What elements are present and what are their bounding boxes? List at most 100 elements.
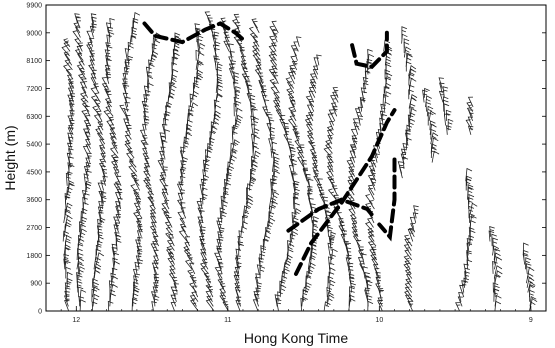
wind-barb bbox=[326, 130, 333, 140]
wind-barb bbox=[269, 78, 278, 89]
wind-barb bbox=[381, 113, 388, 126]
wind-barb bbox=[266, 220, 274, 233]
wind-barb bbox=[248, 176, 257, 186]
wind-barb bbox=[249, 94, 256, 108]
wind-barb bbox=[316, 54, 322, 66]
wind-barb bbox=[89, 59, 95, 71]
wind-barb bbox=[164, 221, 173, 233]
wind-barb bbox=[274, 97, 281, 108]
wind-barb bbox=[64, 287, 71, 298]
wind-barb bbox=[348, 170, 355, 182]
wind-barb bbox=[427, 112, 434, 126]
wind-barb bbox=[279, 280, 286, 293]
wind-barb bbox=[172, 48, 179, 61]
wind-barb bbox=[132, 268, 139, 279]
wind-barb bbox=[88, 37, 95, 47]
wind-barb bbox=[366, 280, 373, 293]
wind-barb bbox=[413, 205, 419, 219]
wind-barb bbox=[84, 192, 90, 205]
wind-barb bbox=[68, 148, 74, 159]
wind-barb bbox=[438, 77, 444, 89]
wind-barb bbox=[217, 217, 223, 228]
y-tick-label: 0 bbox=[38, 309, 42, 316]
wind-barb bbox=[352, 235, 361, 247]
wind-barb bbox=[151, 231, 158, 242]
wind-barb bbox=[287, 240, 293, 251]
wind-barb bbox=[270, 86, 280, 98]
wind-barb bbox=[412, 212, 419, 223]
wind-barb bbox=[405, 273, 412, 284]
wind-barb bbox=[325, 139, 333, 149]
wind-barb bbox=[292, 196, 299, 210]
wind-barb bbox=[345, 242, 351, 256]
wind-barb bbox=[82, 196, 88, 210]
wind-barb bbox=[78, 221, 85, 233]
wind-barb bbox=[307, 112, 314, 122]
wind-barb bbox=[86, 170, 92, 182]
wind-barb bbox=[469, 214, 477, 228]
wind-barb bbox=[107, 26, 114, 38]
wind-barb bbox=[151, 301, 157, 312]
wind-barb bbox=[143, 115, 150, 126]
wind-barb bbox=[222, 192, 229, 205]
wind-barb bbox=[289, 64, 297, 75]
wind-barb bbox=[308, 101, 315, 112]
wind-barb bbox=[81, 110, 90, 122]
wind-barb bbox=[340, 234, 347, 247]
wind-barb bbox=[260, 85, 267, 98]
wind-barb bbox=[179, 217, 187, 228]
wind-barb bbox=[493, 265, 503, 279]
wind-barb bbox=[466, 250, 472, 261]
wind-barb bbox=[302, 169, 308, 182]
wind-barb bbox=[231, 148, 238, 159]
wind-barb bbox=[229, 51, 235, 61]
wind-barb bbox=[525, 263, 532, 274]
wind-barb bbox=[136, 230, 143, 242]
wind-barb bbox=[279, 115, 286, 126]
wind-barb bbox=[249, 32, 258, 43]
wind-barb bbox=[259, 253, 265, 265]
wind-barb bbox=[90, 87, 99, 98]
wind-barb bbox=[104, 64, 111, 75]
wind-barb bbox=[112, 260, 120, 274]
wind-barb bbox=[467, 184, 474, 196]
wind-barb bbox=[292, 182, 299, 196]
wind-barb bbox=[346, 189, 355, 200]
wind-barb bbox=[65, 260, 71, 274]
wind-barb bbox=[90, 13, 97, 24]
wind-barb bbox=[220, 292, 226, 302]
wind-barb bbox=[409, 216, 416, 228]
wind-barb bbox=[122, 73, 129, 84]
wind-barb bbox=[185, 259, 193, 270]
wind-barb bbox=[279, 119, 286, 131]
wind-barb bbox=[149, 212, 157, 224]
x-axis: 12 11 10 9 bbox=[45, 306, 547, 324]
wind-barb bbox=[64, 295, 70, 307]
wind-barb bbox=[274, 104, 283, 117]
wind-barb bbox=[271, 191, 280, 205]
wind-barb bbox=[152, 235, 160, 247]
wind-barb bbox=[467, 96, 474, 108]
wind-barb bbox=[328, 121, 335, 131]
wind-barb bbox=[230, 142, 237, 154]
wind-barb bbox=[63, 64, 72, 75]
wind-barb bbox=[161, 202, 170, 214]
wind-barb bbox=[258, 79, 265, 89]
wind-barb bbox=[80, 92, 89, 103]
wind-barb bbox=[213, 110, 221, 121]
wind-barb bbox=[305, 123, 314, 136]
wind-barb bbox=[216, 68, 222, 80]
wind-barb bbox=[466, 242, 473, 256]
wind-barb bbox=[115, 206, 121, 219]
wind-barb bbox=[270, 148, 277, 159]
y-tick-label: 8100 bbox=[26, 58, 42, 65]
wind-barb bbox=[176, 183, 183, 196]
wind-barb bbox=[183, 249, 193, 261]
wind-barb bbox=[351, 222, 358, 233]
wind-barb bbox=[327, 275, 334, 288]
wind-barb bbox=[217, 273, 223, 284]
wind-barb bbox=[85, 161, 92, 172]
wind-barb bbox=[150, 216, 157, 228]
wind-barb bbox=[76, 257, 85, 270]
wind-barb bbox=[77, 243, 84, 256]
